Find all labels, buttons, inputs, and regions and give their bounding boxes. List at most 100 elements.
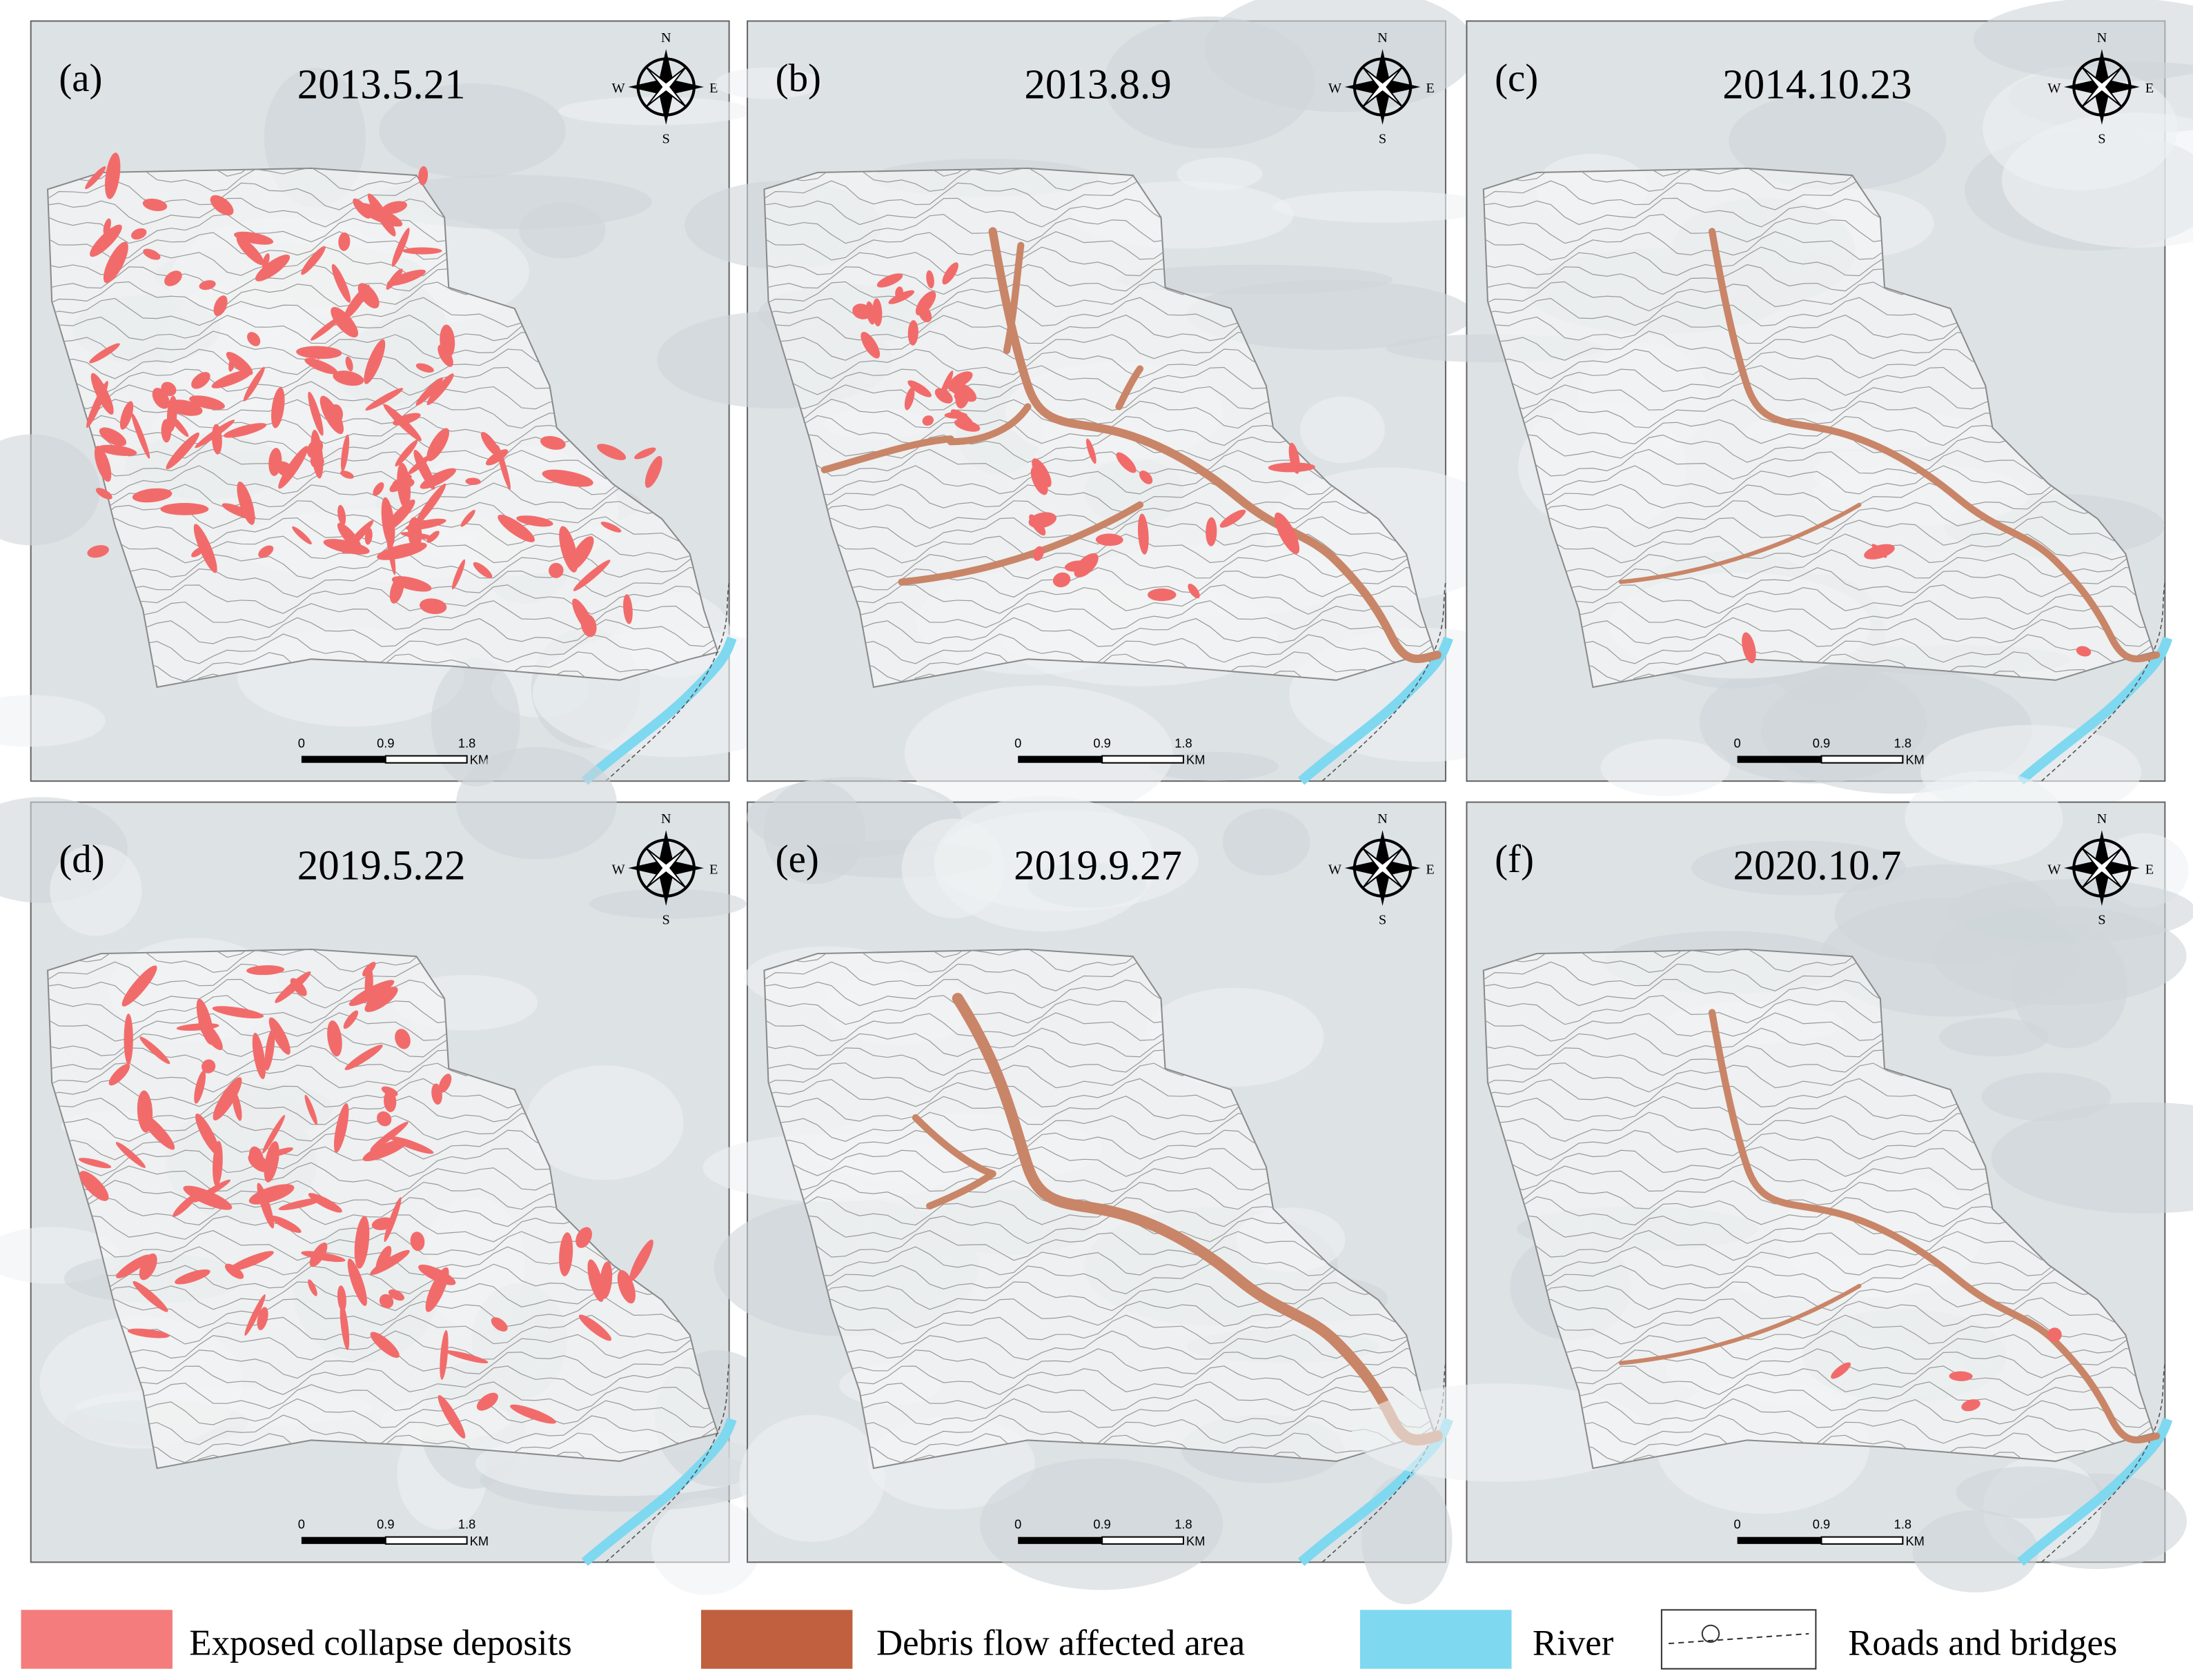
- terrain-shade: [739, 1414, 885, 1542]
- collapse-deposit: [402, 247, 442, 255]
- collapse-deposit: [1139, 471, 1153, 484]
- collapse-deposit: [278, 1198, 322, 1211]
- collapse-deposit: [2047, 1327, 2062, 1342]
- compass-star: [2081, 847, 2123, 889]
- collapse-deposit: [337, 1285, 346, 1312]
- collapse-deposit: [124, 1014, 133, 1065]
- scale-tick-label: 0.9: [1093, 735, 1110, 750]
- collapse-deposit: [345, 356, 353, 372]
- scale-bar-white: [384, 755, 468, 764]
- compass-star: [1362, 847, 1403, 889]
- terrain-shade: [1361, 1473, 1453, 1605]
- collapse-deposit: [1030, 466, 1048, 495]
- road: [605, 1363, 730, 1563]
- collapse-deposit: [308, 1193, 342, 1213]
- contour-line: [764, 533, 1435, 564]
- contour-line: [48, 500, 718, 531]
- road: [2041, 1363, 2166, 1563]
- contour-line: [1483, 566, 2154, 598]
- debris-flow: [926, 1170, 996, 1210]
- collapse-deposit: [268, 1147, 293, 1157]
- scale-unit: KM: [1186, 1534, 1205, 1548]
- collapse-deposit: [127, 1328, 170, 1338]
- scale-unit: KM: [470, 1534, 489, 1548]
- map-panel: (d) 2019.5.22 N S W E 0 0.9 1.8 KM: [0, 747, 780, 1595]
- collapse-deposit: [278, 446, 308, 489]
- collapse-deposit: [196, 998, 214, 1045]
- contour-line: [764, 482, 1435, 513]
- collapse-deposit: [99, 427, 127, 446]
- scale-tick-label: 0.9: [1813, 735, 1830, 750]
- road: [605, 582, 730, 782]
- collapse-deposit: [438, 1074, 452, 1093]
- collapse-deposit: [1268, 462, 1316, 473]
- collapse-deposit: [385, 500, 415, 532]
- collapse-deposit: [119, 401, 134, 430]
- collapse-deposit: [121, 965, 157, 1007]
- collapse-deposit: [415, 483, 446, 526]
- compass-star: [645, 847, 687, 889]
- collapse-deposit: [1148, 588, 1177, 602]
- contour-line: [48, 949, 718, 974]
- compass-w: W: [2047, 81, 2061, 96]
- contour-line: [48, 566, 718, 598]
- collapse-deposit: [384, 1090, 397, 1113]
- collapse-deposit: [304, 357, 338, 375]
- collapse-deposit: [395, 1029, 411, 1049]
- collapse-deposit: [211, 424, 222, 455]
- collapse-deposit: [337, 504, 346, 526]
- collapse-deposit: [888, 290, 915, 304]
- panel-label: (f): [1495, 838, 1534, 881]
- collapse-deposit: [296, 346, 342, 359]
- terrain-shade: [1144, 987, 1324, 1087]
- collapse-deposit: [132, 488, 173, 503]
- collapse-deposit: [338, 232, 351, 251]
- collapse-deposit: [131, 413, 150, 459]
- collapse-deposit: [415, 363, 434, 373]
- collapse-deposit: [213, 295, 228, 317]
- collapse-deposit: [465, 477, 481, 485]
- contour-line: [48, 465, 718, 495]
- terrain-shade: [0, 695, 106, 747]
- collapse-deposit: [1028, 512, 1056, 528]
- collapse-deposit: [89, 343, 120, 364]
- collapse-deposit: [367, 193, 396, 237]
- collapse-deposit: [164, 270, 182, 286]
- terrain-shade: [1905, 771, 2063, 865]
- scale-tick-label: 0.9: [377, 735, 394, 750]
- contour-line: [764, 1330, 1435, 1361]
- contour-line: [1483, 516, 2154, 547]
- contour-line: [1483, 949, 2154, 974]
- collapse-deposit: [116, 1254, 151, 1278]
- collapse-deposit: [310, 316, 342, 341]
- collapse-deposit: [1949, 1371, 1973, 1381]
- collapse-deposit: [419, 598, 447, 614]
- collapse-deposit: [94, 446, 112, 482]
- road-line: [1668, 1632, 1809, 1645]
- collapse-deposit: [1206, 517, 1217, 546]
- collapse-deposit: [90, 373, 114, 415]
- debris-flow: [1618, 1283, 1862, 1365]
- collapse-deposit: [95, 488, 112, 500]
- contour-line: [1483, 1246, 2154, 1276]
- collapse-deposit: [364, 987, 398, 1012]
- scale-unit: KM: [1905, 1534, 1924, 1548]
- collapse-deposit: [370, 1121, 409, 1151]
- panel-date: 2013.8.9: [1024, 61, 1171, 108]
- terrain-shade: [1272, 190, 1492, 223]
- basin: [47, 167, 719, 689]
- collapse-deposit: [193, 1179, 231, 1203]
- collapse-deposit: [183, 1185, 233, 1210]
- compass-w: W: [1328, 862, 1342, 877]
- compass-star: [1362, 66, 1403, 108]
- collapse-deposit: [415, 377, 444, 406]
- collapse-deposit: [333, 1103, 349, 1153]
- collapse-deposit: [1188, 583, 1200, 599]
- scale-tick-label: 0.9: [377, 1516, 394, 1531]
- scale-tick-label: 0: [1014, 1516, 1021, 1531]
- collapse-deposit: [1274, 512, 1300, 555]
- scale-unit: KM: [1905, 753, 1924, 767]
- terrain-shade: [2001, 112, 2193, 248]
- collapse-deposit: [193, 524, 217, 573]
- map-panel: (b) 2013.8.9 N S W E 0 0.9 1.8 KM: [657, 0, 1557, 821]
